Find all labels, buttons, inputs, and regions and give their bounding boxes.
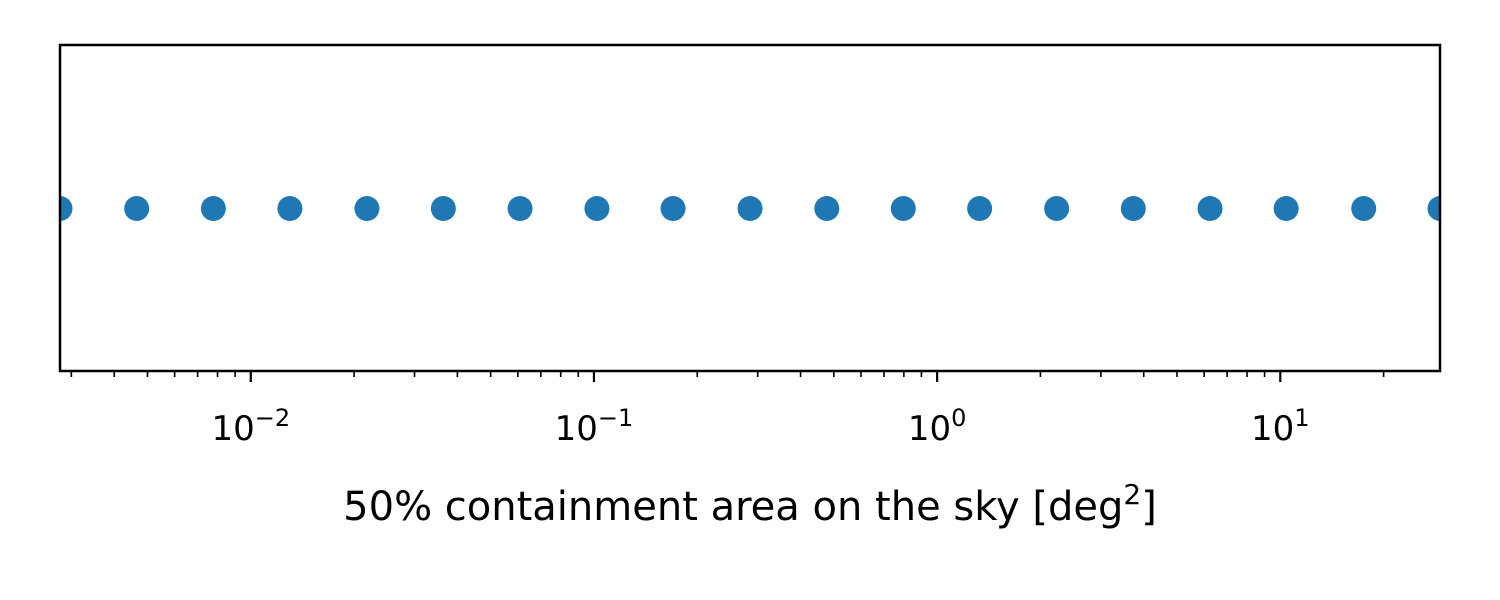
data-points xyxy=(60,196,1440,221)
data-point xyxy=(507,196,533,221)
x-tick-label: 10−2 xyxy=(211,404,290,449)
data-point xyxy=(660,196,686,221)
data-point xyxy=(584,196,610,221)
data-point xyxy=(1273,196,1299,221)
data-point xyxy=(967,196,993,221)
data-point xyxy=(814,196,840,221)
x-tick-label: 100 xyxy=(908,404,967,449)
data-point xyxy=(1427,196,1440,221)
data-point xyxy=(60,196,73,221)
data-point xyxy=(430,196,456,221)
data-point xyxy=(737,196,763,221)
data-point xyxy=(124,196,150,221)
data-point xyxy=(200,196,226,221)
data-point xyxy=(890,196,916,221)
x-tick-label: 101 xyxy=(1251,404,1310,449)
data-point xyxy=(1044,196,1070,221)
x-axis-title: 50% containment area on the sky [deg2] xyxy=(343,478,1157,530)
plot-frame xyxy=(58,43,1442,373)
data-point xyxy=(1197,196,1223,221)
x-tick-label: 10−1 xyxy=(555,404,634,449)
x-axis-tick-labels: 10−2 10−1 100 101 xyxy=(211,404,1309,449)
data-point xyxy=(277,196,303,221)
x-axis-ticks xyxy=(70,371,1385,382)
data-point xyxy=(1351,196,1377,221)
data-point xyxy=(1120,196,1146,221)
data-point xyxy=(354,196,380,221)
